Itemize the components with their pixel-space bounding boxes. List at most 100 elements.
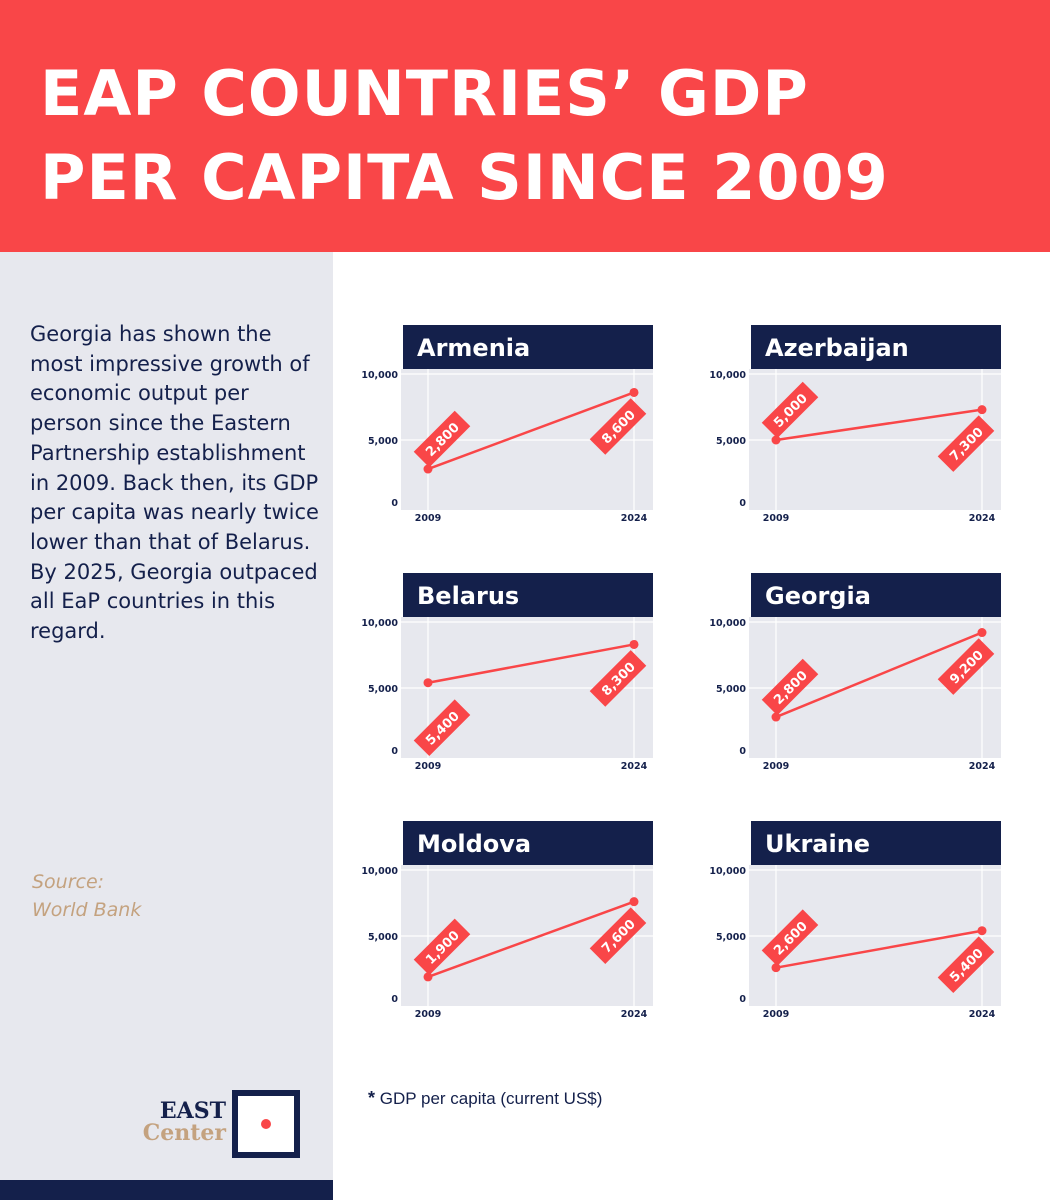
logo-line-center: Center	[142, 1120, 226, 1146]
y-tick-label: 0	[739, 746, 746, 757]
chart-title-bar	[751, 821, 1001, 865]
value-label-bg	[761, 381, 819, 439]
y-tick-label: 10,000	[361, 370, 398, 381]
value-label-bg	[413, 699, 471, 757]
y-tick-label: 5,000	[716, 684, 746, 695]
series-line	[775, 929, 983, 969]
logo-wordmark: EAST Center	[143, 1100, 226, 1144]
y-tick-label: 0	[391, 746, 398, 757]
title-line-2: PER CAPITA SINCE 2009	[40, 141, 889, 214]
chart-title-bar	[751, 325, 1001, 369]
logo-square-icon	[232, 1090, 300, 1158]
chart-title-bar	[403, 821, 653, 865]
y-tick-label: 10,000	[709, 618, 746, 629]
x-tick-label: 2009	[763, 513, 789, 524]
y-tick-label: 5,000	[368, 684, 398, 695]
header-banner: EAP COUNTRIES’ GDP PER CAPITA SINCE 2009	[0, 0, 1050, 252]
data-point	[629, 387, 639, 397]
x-tick-label: 2024	[621, 513, 648, 524]
x-tick-label: 2024	[969, 513, 996, 524]
chart-title: Georgia	[765, 582, 871, 610]
chart-title-bar	[403, 573, 653, 617]
x-tick-label: 2024	[621, 761, 648, 772]
value-label-bg	[937, 936, 995, 994]
chart-title: Moldova	[417, 830, 531, 858]
value-label-bg	[761, 909, 819, 966]
data-point	[423, 678, 433, 688]
chart-moldova: Moldova 0 5,000 10,000 2009 2024 1,900 7,600	[353, 821, 653, 1041]
source-label: Source:	[32, 871, 105, 893]
title-line-1: EAP COUNTRIES’ GDP	[40, 57, 809, 130]
source-note: Source: World Bank	[32, 868, 141, 924]
data-point	[423, 464, 433, 474]
sidebar-bottom-bar	[0, 1180, 333, 1200]
value-label-bg	[761, 658, 819, 716]
chart-azerbaijan: Azerbaijan 0 5,000 10,000 2009 2024 5,000 7,300	[701, 325, 1001, 545]
series-line	[427, 900, 635, 979]
data-point	[771, 435, 781, 445]
data-point	[629, 639, 639, 649]
chart-armenia: Armenia 0 5,000 10,000 2009 2024 2,800 8,600	[353, 325, 653, 545]
chart-title: Ukraine	[765, 830, 870, 858]
x-tick-label: 2024	[621, 1009, 648, 1020]
footnote-text: GDP per capita (current US$)	[379, 1089, 603, 1108]
value-label-bg	[413, 918, 471, 976]
y-tick-label: 0	[739, 994, 746, 1005]
y-tick-label: 0	[739, 498, 746, 509]
data-point	[977, 926, 987, 936]
value-label: 7,300	[937, 415, 995, 472]
series-line	[775, 408, 983, 442]
series-line	[775, 631, 983, 719]
value-label-bg	[589, 907, 647, 964]
page-title: EAP COUNTRIES’ GDP PER CAPITA SINCE 2009	[40, 52, 889, 220]
y-tick-label: 10,000	[361, 618, 398, 629]
footnote: * GDP per capita (current US$)	[368, 1088, 602, 1109]
y-tick-label: 5,000	[368, 436, 398, 447]
x-tick-label: 2024	[969, 761, 996, 772]
value-label-bg	[589, 650, 647, 707]
value-label-bg	[937, 415, 995, 472]
footnote-marker: *	[368, 1088, 376, 1108]
chart-belarus: Belarus 0 5,000 10,000 2009 2024 5,400 8,300	[353, 573, 653, 793]
y-tick-label: 0	[391, 498, 398, 509]
x-tick-label: 2009	[415, 761, 441, 772]
value-label-bg	[937, 638, 995, 695]
data-point	[629, 897, 639, 907]
y-tick-label: 5,000	[716, 436, 746, 447]
logo-line-east: EAST	[159, 1098, 226, 1124]
data-point	[771, 712, 781, 722]
source-name: World Bank	[32, 899, 142, 921]
chart-title: Belarus	[417, 582, 519, 610]
data-point	[423, 972, 433, 982]
y-tick-label: 5,000	[716, 932, 746, 943]
logo-dot	[261, 1119, 271, 1129]
data-point	[977, 628, 987, 638]
chart-title-bar	[403, 325, 653, 369]
chart-georgia: Georgia 0 5,000 10,000 2009 2024 2,800 9,200	[701, 573, 1001, 793]
series-line	[427, 643, 635, 684]
x-tick-label: 2009	[415, 513, 441, 524]
y-tick-label: 10,000	[361, 866, 398, 877]
description-text: Georgia has shown the most impressive gr…	[30, 322, 319, 644]
chart-title: Armenia	[417, 334, 530, 362]
chart-title: Azerbaijan	[765, 334, 909, 362]
data-point	[977, 405, 987, 415]
x-tick-label: 2024	[969, 1009, 996, 1020]
series-line	[427, 391, 635, 471]
value-label-bg	[589, 398, 647, 455]
y-tick-label: 0	[391, 994, 398, 1005]
data-point	[771, 963, 781, 973]
chart-title-bar	[751, 573, 1001, 617]
x-tick-label: 2009	[415, 1009, 441, 1020]
east-center-logo: EAST Center	[143, 1090, 300, 1158]
x-tick-label: 2009	[763, 761, 789, 772]
value-label-bg	[413, 410, 471, 468]
x-tick-label: 2009	[763, 1009, 789, 1020]
sidebar-panel	[0, 252, 333, 1200]
